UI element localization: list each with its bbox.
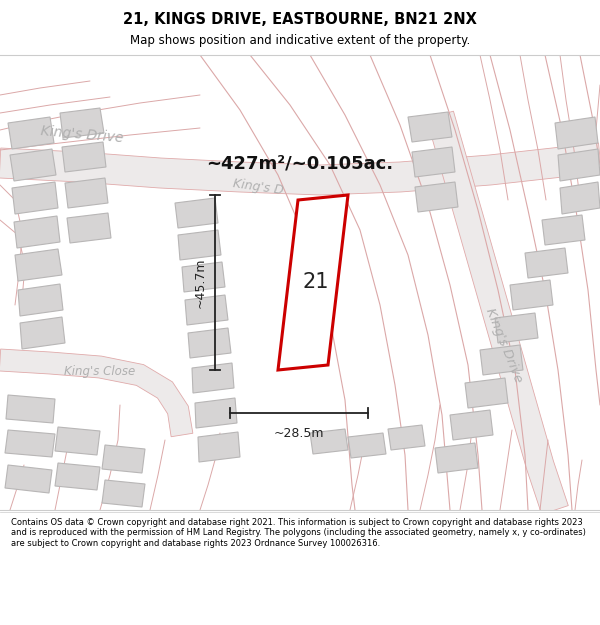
Polygon shape <box>542 215 585 245</box>
Polygon shape <box>465 378 508 408</box>
Polygon shape <box>102 445 145 473</box>
Polygon shape <box>412 147 455 177</box>
Polygon shape <box>5 465 52 493</box>
Polygon shape <box>14 216 60 248</box>
Polygon shape <box>185 295 228 325</box>
Text: King's D: King's D <box>232 177 284 197</box>
Text: Contains OS data © Crown copyright and database right 2021. This information is : Contains OS data © Crown copyright and d… <box>11 518 586 548</box>
Polygon shape <box>15 249 62 281</box>
Polygon shape <box>310 429 348 454</box>
Polygon shape <box>555 117 598 149</box>
Polygon shape <box>525 248 568 278</box>
Polygon shape <box>5 430 55 457</box>
Polygon shape <box>480 345 523 375</box>
Polygon shape <box>55 427 100 455</box>
Polygon shape <box>510 280 553 310</box>
Polygon shape <box>55 463 100 490</box>
Polygon shape <box>0 143 600 195</box>
Text: 21, KINGS DRIVE, EASTBOURNE, BN21 2NX: 21, KINGS DRIVE, EASTBOURNE, BN21 2NX <box>123 12 477 27</box>
Polygon shape <box>8 117 54 149</box>
Polygon shape <box>67 213 111 243</box>
Polygon shape <box>558 149 600 181</box>
Polygon shape <box>388 425 425 450</box>
Polygon shape <box>408 112 452 142</box>
Text: Map shows position and indicative extent of the property.: Map shows position and indicative extent… <box>130 34 470 47</box>
Text: King's Close: King's Close <box>64 364 136 378</box>
Text: ~45.7m: ~45.7m <box>194 258 207 308</box>
Polygon shape <box>6 395 55 423</box>
Polygon shape <box>10 149 56 181</box>
Polygon shape <box>0 349 193 437</box>
Polygon shape <box>198 432 240 462</box>
Polygon shape <box>495 313 538 343</box>
Polygon shape <box>278 195 348 370</box>
Polygon shape <box>560 182 600 214</box>
Text: ~28.5m: ~28.5m <box>274 427 324 440</box>
Text: King's Drive: King's Drive <box>483 306 525 384</box>
Polygon shape <box>12 182 58 214</box>
Polygon shape <box>178 230 221 260</box>
Polygon shape <box>175 198 218 228</box>
Polygon shape <box>60 108 104 138</box>
Polygon shape <box>102 480 145 507</box>
Polygon shape <box>450 410 493 440</box>
Polygon shape <box>195 398 237 428</box>
Polygon shape <box>18 284 63 316</box>
Polygon shape <box>192 363 234 393</box>
Polygon shape <box>435 443 478 473</box>
Text: King's Drive: King's Drive <box>40 124 124 146</box>
Text: ~427m²/~0.105ac.: ~427m²/~0.105ac. <box>206 154 394 172</box>
Polygon shape <box>427 111 568 514</box>
Polygon shape <box>188 328 231 358</box>
Polygon shape <box>182 262 225 292</box>
Polygon shape <box>20 317 65 349</box>
Polygon shape <box>65 178 108 208</box>
Polygon shape <box>348 433 386 458</box>
Polygon shape <box>415 182 458 212</box>
Text: 21: 21 <box>303 272 329 292</box>
Polygon shape <box>62 142 106 172</box>
